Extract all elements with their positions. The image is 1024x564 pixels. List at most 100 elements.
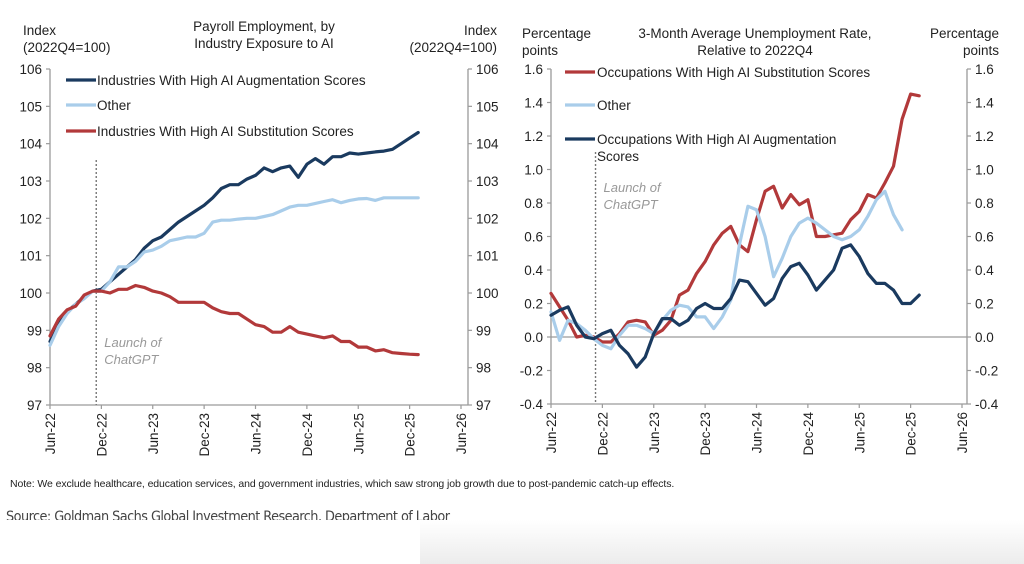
left-ytick-label-right: 106 bbox=[476, 62, 499, 77]
left-chart-right-y-axis-label-line-2: (2022Q4=100) bbox=[410, 40, 497, 55]
right-chart-right-y-axis-label-line-2: points bbox=[963, 43, 999, 58]
left-ytick-label-right: 99 bbox=[476, 323, 491, 338]
right-chatgpt-annotation: Launch of ChatGPT bbox=[594, 152, 662, 404]
legend-label-substitution: Industries With High AI Substitution Sco… bbox=[97, 124, 354, 139]
right-annotation-line-2: ChatGPT bbox=[604, 197, 659, 212]
left-chart-axes: 97 97 98 98 99 99 100 100 101 101 102 102 103 103 104 1… bbox=[19, 62, 499, 457]
left-ytick-label-left: 97 bbox=[27, 398, 42, 413]
left-y-axis-label-line-2: (2022Q4=100) bbox=[23, 40, 110, 55]
right-xtick-label: Jun-22 bbox=[544, 412, 559, 453]
left-annotation-line-2: ChatGPT bbox=[104, 352, 159, 367]
left-ytick-label-right: 102 bbox=[476, 211, 499, 226]
left-y-axis-label-line-1: Index bbox=[23, 23, 56, 38]
right-ytick-label-right: -0.2 bbox=[975, 364, 998, 379]
right-chart-right-y-axis-label-line-1: Percentage bbox=[930, 26, 999, 41]
legend-label-occ-other: Other bbox=[597, 98, 631, 113]
legend-label-augmentation: Industries With High AI Augmentation Sco… bbox=[97, 73, 366, 88]
chart-note: Note: We exclude healthcare, education s… bbox=[10, 478, 675, 490]
right-ytick-label-left: 0.0 bbox=[524, 330, 543, 345]
left-annotation-line-1: Launch of bbox=[104, 335, 162, 350]
left-ytick-label-right: 103 bbox=[476, 174, 499, 189]
right-series-line-occupations-with-high-ai-substitution-scores bbox=[549, 92, 921, 344]
left-chart-title-line-1: Payroll Employment, by bbox=[193, 19, 335, 34]
right-ytick-label-left: 1.2 bbox=[524, 129, 543, 144]
right-ytick-label-left: 1.6 bbox=[524, 62, 543, 77]
legend-label-other: Other bbox=[97, 98, 131, 113]
left-xtick-label: Dec-22 bbox=[94, 413, 109, 457]
right-xtick-label: Jun-25 bbox=[852, 412, 867, 453]
left-ytick-label-right: 100 bbox=[476, 286, 499, 301]
left-xtick-label: Jun-22 bbox=[43, 413, 58, 454]
left-ytick-label-right: 104 bbox=[476, 137, 499, 152]
right-ytick-label-left: 1.0 bbox=[524, 163, 543, 178]
left-ytick-label-right: 105 bbox=[476, 99, 499, 114]
right-ytick-label-left: 0.2 bbox=[524, 297, 543, 312]
left-xtick-label: Dec-25 bbox=[403, 413, 418, 457]
right-ytick-label-right: 0.8 bbox=[975, 196, 994, 211]
left-ytick-label-left: 98 bbox=[27, 361, 42, 376]
left-ytick-label-left: 100 bbox=[19, 286, 42, 301]
left-xtick-label: Jun-24 bbox=[249, 413, 264, 455]
left-xtick-label: Dec-23 bbox=[197, 413, 212, 457]
left-xtick-label: Jun-23 bbox=[146, 413, 161, 454]
right-ytick-label-right: 0.2 bbox=[975, 297, 994, 312]
right-xtick-label: Jun-23 bbox=[647, 412, 662, 453]
right-xtick-label: Jun-26 bbox=[955, 412, 970, 453]
right-xtick-label: Dec-24 bbox=[801, 412, 816, 456]
left-series-line-other bbox=[48, 196, 420, 347]
right-ytick-label-left: -0.4 bbox=[520, 397, 544, 412]
left-ytick-label-left: 105 bbox=[19, 99, 42, 114]
left-xtick-label: Dec-24 bbox=[300, 413, 315, 457]
legend-label-occ-augmentation-line-2: Scores bbox=[597, 149, 639, 164]
left-ytick-label-left: 104 bbox=[19, 137, 42, 152]
right-ytick-label-right: 1.0 bbox=[975, 163, 994, 178]
left-ytick-label-left: 106 bbox=[19, 62, 42, 77]
legend-label-occ-substitution: Occupations With High AI Substitution Sc… bbox=[597, 65, 870, 80]
right-ytick-label-left: -0.2 bbox=[520, 364, 543, 379]
left-chart-series bbox=[48, 130, 420, 357]
left-series-line-industries-with-high-ai-augmentation-scores bbox=[48, 130, 420, 344]
right-chart-title-line-2: Relative to 2022Q4 bbox=[697, 43, 813, 58]
right-ytick-label-right: 0.4 bbox=[975, 263, 994, 278]
right-xtick-label: Jun-24 bbox=[750, 412, 765, 454]
right-ytick-label-left: 1.4 bbox=[524, 96, 543, 111]
right-xtick-label: Dec-25 bbox=[904, 412, 919, 456]
left-ytick-label-left: 102 bbox=[19, 211, 42, 226]
right-series-line-other bbox=[549, 189, 904, 351]
page-bottom-shade bbox=[0, 520, 1024, 564]
right-y-axis-label-line-1: Percentage bbox=[522, 26, 591, 41]
legend-label-occ-augmentation: Occupations With High AI Augmentation Sc… bbox=[597, 132, 840, 164]
right-ytick-label-right: -0.4 bbox=[975, 397, 999, 412]
left-ytick-label-left: 101 bbox=[19, 249, 42, 264]
right-chart-series bbox=[549, 92, 921, 369]
right-ytick-label-left: 0.8 bbox=[524, 196, 543, 211]
right-y-axis-label-line-2: points bbox=[522, 43, 558, 58]
left-series-line-industries-with-high-ai-substitution-scores bbox=[48, 283, 420, 357]
left-chart-title-line-2: Industry Exposure to AI bbox=[194, 36, 334, 51]
left-ytick-label-right: 101 bbox=[476, 249, 499, 264]
right-annotation-line-1: Launch of bbox=[604, 180, 662, 195]
right-ytick-label-right: 0.6 bbox=[975, 230, 994, 245]
right-series-line-occupations-with-high-ai-augmentation-scores bbox=[549, 243, 921, 369]
right-ytick-label-right: 0.0 bbox=[975, 330, 994, 345]
left-chart-right-y-axis-label-line-1: Index bbox=[464, 23, 497, 38]
right-xtick-label: Dec-23 bbox=[698, 412, 713, 456]
left-chatgpt-annotation: Launch of ChatGPT bbox=[95, 160, 163, 405]
left-ytick-label-left: 99 bbox=[27, 323, 42, 338]
right-ytick-label-left: 0.4 bbox=[524, 263, 543, 278]
left-ytick-label-left: 103 bbox=[19, 174, 42, 189]
right-ytick-label-right: 1.4 bbox=[975, 96, 994, 111]
left-ytick-label-right: 98 bbox=[476, 361, 491, 376]
right-ytick-label-right: 1.2 bbox=[975, 129, 994, 144]
left-xtick-label: Jun-25 bbox=[351, 413, 366, 454]
left-xtick-label: Jun-26 bbox=[454, 413, 469, 454]
right-xtick-label: Dec-22 bbox=[595, 412, 610, 456]
payroll-employment-chart: Payroll Employment, by Industry Exposure… bbox=[19, 19, 499, 457]
left-ytick-label-right: 97 bbox=[476, 398, 491, 413]
charts-figure: Payroll Employment, by Industry Exposure… bbox=[19, 19, 999, 457]
legend-label-occ-augmentation-line-1: Occupations With High AI Augmentation bbox=[597, 132, 836, 147]
right-ytick-label-right: 1.6 bbox=[975, 62, 994, 77]
left-chart-legend: Industries With High AI Augmentation Sco… bbox=[66, 73, 366, 139]
right-ytick-label-left: 0.6 bbox=[524, 230, 543, 245]
right-chart-axes: -0.4 -0.4 -0.2 -0.2 0.0 0.0 0.2 0.2 0.4 0.4 0.6 0.6… bbox=[520, 62, 999, 456]
